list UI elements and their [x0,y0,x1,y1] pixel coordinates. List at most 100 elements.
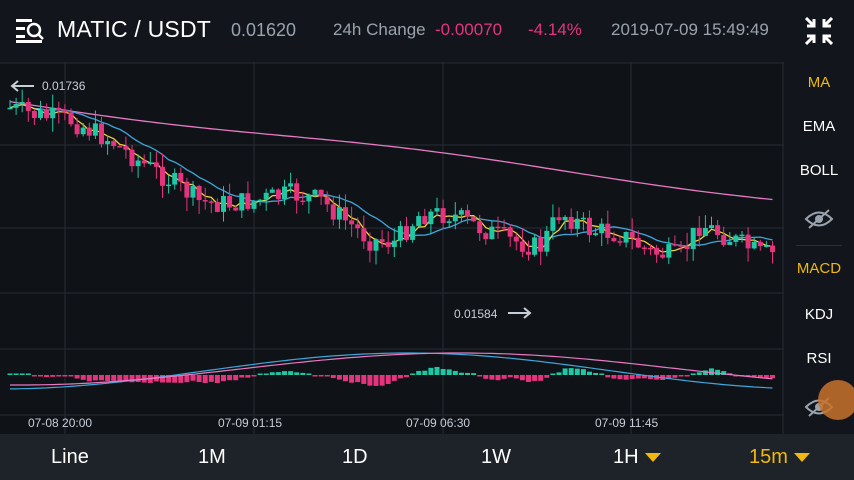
macd-bar [74,375,80,379]
timeframe-15m-dropdown[interactable]: 15m [749,446,810,469]
ma7-line [9,103,773,253]
indicator-kdj[interactable]: KDJ [804,306,834,323]
macd-bar [44,375,50,378]
candle-body [123,146,129,150]
candle-body [519,241,525,252]
macd-bar [19,373,25,375]
macd-bar [770,375,775,379]
candle-body [111,141,117,147]
candle-body [343,207,348,221]
timeframe-1d[interactable]: 1D [342,446,368,468]
macd-bar [696,372,702,375]
candle-body [684,246,690,250]
candle-body [330,204,336,220]
candle-body [86,127,92,136]
chart-area[interactable]: 0.01736 0.01584 07-08 20:00 07-09 01:15 … [0,62,784,434]
macd-bar [355,375,361,383]
macd-bar [7,373,13,375]
candle-body [446,221,452,223]
last-price: 0.01620 [231,20,297,40]
timeframe-bar: Line 1M 1D 1W 1H 15m [0,434,854,480]
candle-body [751,241,757,249]
candle-body [166,184,172,187]
macd-bar [757,375,763,378]
macd-bar [50,375,56,377]
candle-body [763,245,769,247]
candlestick-chart[interactable]: 0.01736 0.01584 07-08 20:00 07-09 01:15 … [0,62,784,434]
candle-body [19,101,25,104]
candle-body [568,216,574,229]
macd-bar [672,375,678,378]
macd-bar [318,375,324,377]
macd-bar [428,367,434,375]
candle-body [160,166,165,186]
macd-bar [605,375,611,378]
candle-body [483,233,489,240]
candle-body [221,195,226,212]
candle-body [538,237,544,252]
candle-body [605,223,611,238]
candle-body [172,172,178,185]
floating-assistant-button[interactable] [818,380,854,420]
macd-bar [330,375,336,379]
macd-bar [599,373,605,375]
macd-bar [239,375,245,378]
macd-bar [568,368,574,375]
indicator-ema[interactable]: EMA [802,118,836,135]
macd-bar [269,372,275,375]
candle-body [513,236,519,242]
candle-body [599,223,605,234]
macd-bar [763,375,769,379]
macd-bar [31,375,37,377]
macd-bar [648,375,653,380]
datetime: 2019-07-09 15:49:49 [611,20,769,39]
candle-body [526,251,531,255]
candle-body [141,160,147,164]
menu-search-icon[interactable] [16,17,44,43]
macd-bar [178,375,184,383]
macd-bar [709,368,714,375]
candle-body [678,245,684,247]
candle-body [654,247,660,255]
candle-body [745,234,751,249]
candle-body [617,241,623,243]
candle-body [129,149,135,167]
macd-bar [68,375,74,377]
candle-body [495,226,501,229]
candle-body [477,221,483,234]
timeframe-1m[interactable]: 1M [198,446,226,468]
exit-fullscreen-icon[interactable] [805,17,833,45]
macd-bar [635,375,641,379]
macd-bar [507,375,513,378]
macd-bar [312,375,318,377]
candle-body [153,162,159,167]
candle-body [696,227,702,237]
macd-bar [629,375,635,379]
macd-bar [343,375,348,382]
macd-bar [208,375,214,382]
candle-body [397,226,403,241]
hide-main-indicator-icon[interactable] [804,208,834,230]
candle-body [672,244,678,246]
macd-bar [556,372,562,375]
macd-bar [160,375,165,383]
timeframe-1h-dropdown[interactable]: 1H [613,446,661,469]
indicator-rsi[interactable]: RSI [806,350,832,367]
timeframe-line[interactable]: Line [51,446,89,468]
indicator-ma[interactable]: MA [807,74,831,91]
candle-body [593,233,599,236]
macd-bar [434,366,440,375]
macd-bar [391,375,397,381]
candle-body [196,186,202,201]
indicator-boll[interactable]: BOLL [799,162,839,179]
timeframe-1w[interactable]: 1W [481,446,511,468]
candle-body [434,208,440,212]
candle-body [452,214,458,222]
high-marker: 0.01736 [10,79,86,93]
candle-body [349,220,355,225]
timeframe-1h-label: 1H [613,446,639,468]
indicator-macd[interactable]: MACD [796,260,842,277]
macd-bar [227,375,233,381]
macd-bar [190,375,196,381]
macd-bar [550,373,556,375]
